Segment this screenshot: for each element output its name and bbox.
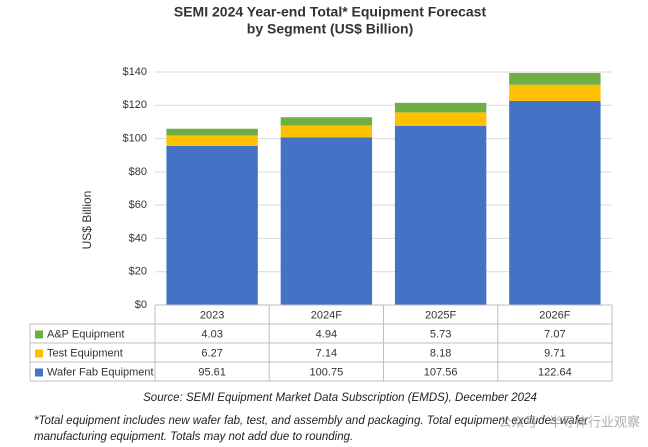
table-value: 107.56 [424, 366, 458, 378]
table-value: 4.94 [316, 328, 337, 340]
y-tick-label: $120 [123, 99, 147, 111]
bar-segment [166, 145, 258, 305]
y-tick-label: $40 [129, 232, 147, 244]
table-value: 100.75 [310, 366, 344, 378]
table-value: 6.27 [201, 347, 222, 359]
y-tick-label: $20 [129, 266, 147, 278]
y-tick-label: $80 [129, 166, 147, 178]
bar-segment [394, 125, 487, 305]
footnote: *Total equipment includes new wafer fab,… [34, 415, 589, 427]
chart-title: SEMI 2024 Year-end Total* Equipment Fore… [174, 4, 487, 20]
y-tick-label: $60 [129, 199, 147, 211]
table-value: 8.18 [430, 347, 451, 359]
table-value: 7.07 [544, 328, 565, 340]
bar-segment [509, 100, 601, 305]
table-value: 7.14 [316, 347, 337, 359]
watermark: 公众号 · 半导体行业观察 [498, 414, 640, 429]
bar-segment [394, 112, 487, 126]
legend-swatch [35, 368, 43, 377]
chart-title: by Segment (US$ Billion) [247, 21, 413, 37]
bar-segment [509, 84, 601, 101]
bar-segment [280, 137, 373, 305]
x-tick-label: 2026F [539, 309, 570, 321]
x-tick-label: 2024F [311, 309, 342, 321]
bar-segment [166, 135, 258, 146]
bar-segment [166, 128, 258, 136]
bar-segment [280, 117, 373, 126]
table-value: 95.61 [198, 366, 226, 378]
y-tick-label: $140 [123, 66, 147, 78]
legend-label: Test Equipment [47, 347, 123, 359]
footnote: manufacturing equipment. Totals may not … [34, 431, 353, 443]
legend-swatch [35, 349, 43, 358]
legend-label: Wafer Fab Equipment [47, 366, 154, 378]
bar-segment [394, 102, 487, 113]
legend-swatch [35, 330, 43, 339]
y-tick-label: $100 [123, 132, 147, 144]
table-value: 9.71 [544, 347, 565, 359]
table-value: 4.03 [201, 328, 222, 340]
y-axis-label: US$ Billion [80, 191, 94, 250]
x-tick-label: 2025F [425, 309, 456, 321]
table-value: 122.64 [538, 366, 572, 378]
bar-segment [509, 72, 601, 85]
x-tick-label: 2023 [200, 309, 224, 321]
source: Source: SEMI Equipment Market Data Subsc… [143, 392, 537, 404]
bar-segment [280, 125, 373, 138]
legend-label: A&P Equipment [47, 328, 124, 340]
y-tick-label: $0 [135, 299, 147, 311]
table-value: 5.73 [430, 328, 451, 340]
